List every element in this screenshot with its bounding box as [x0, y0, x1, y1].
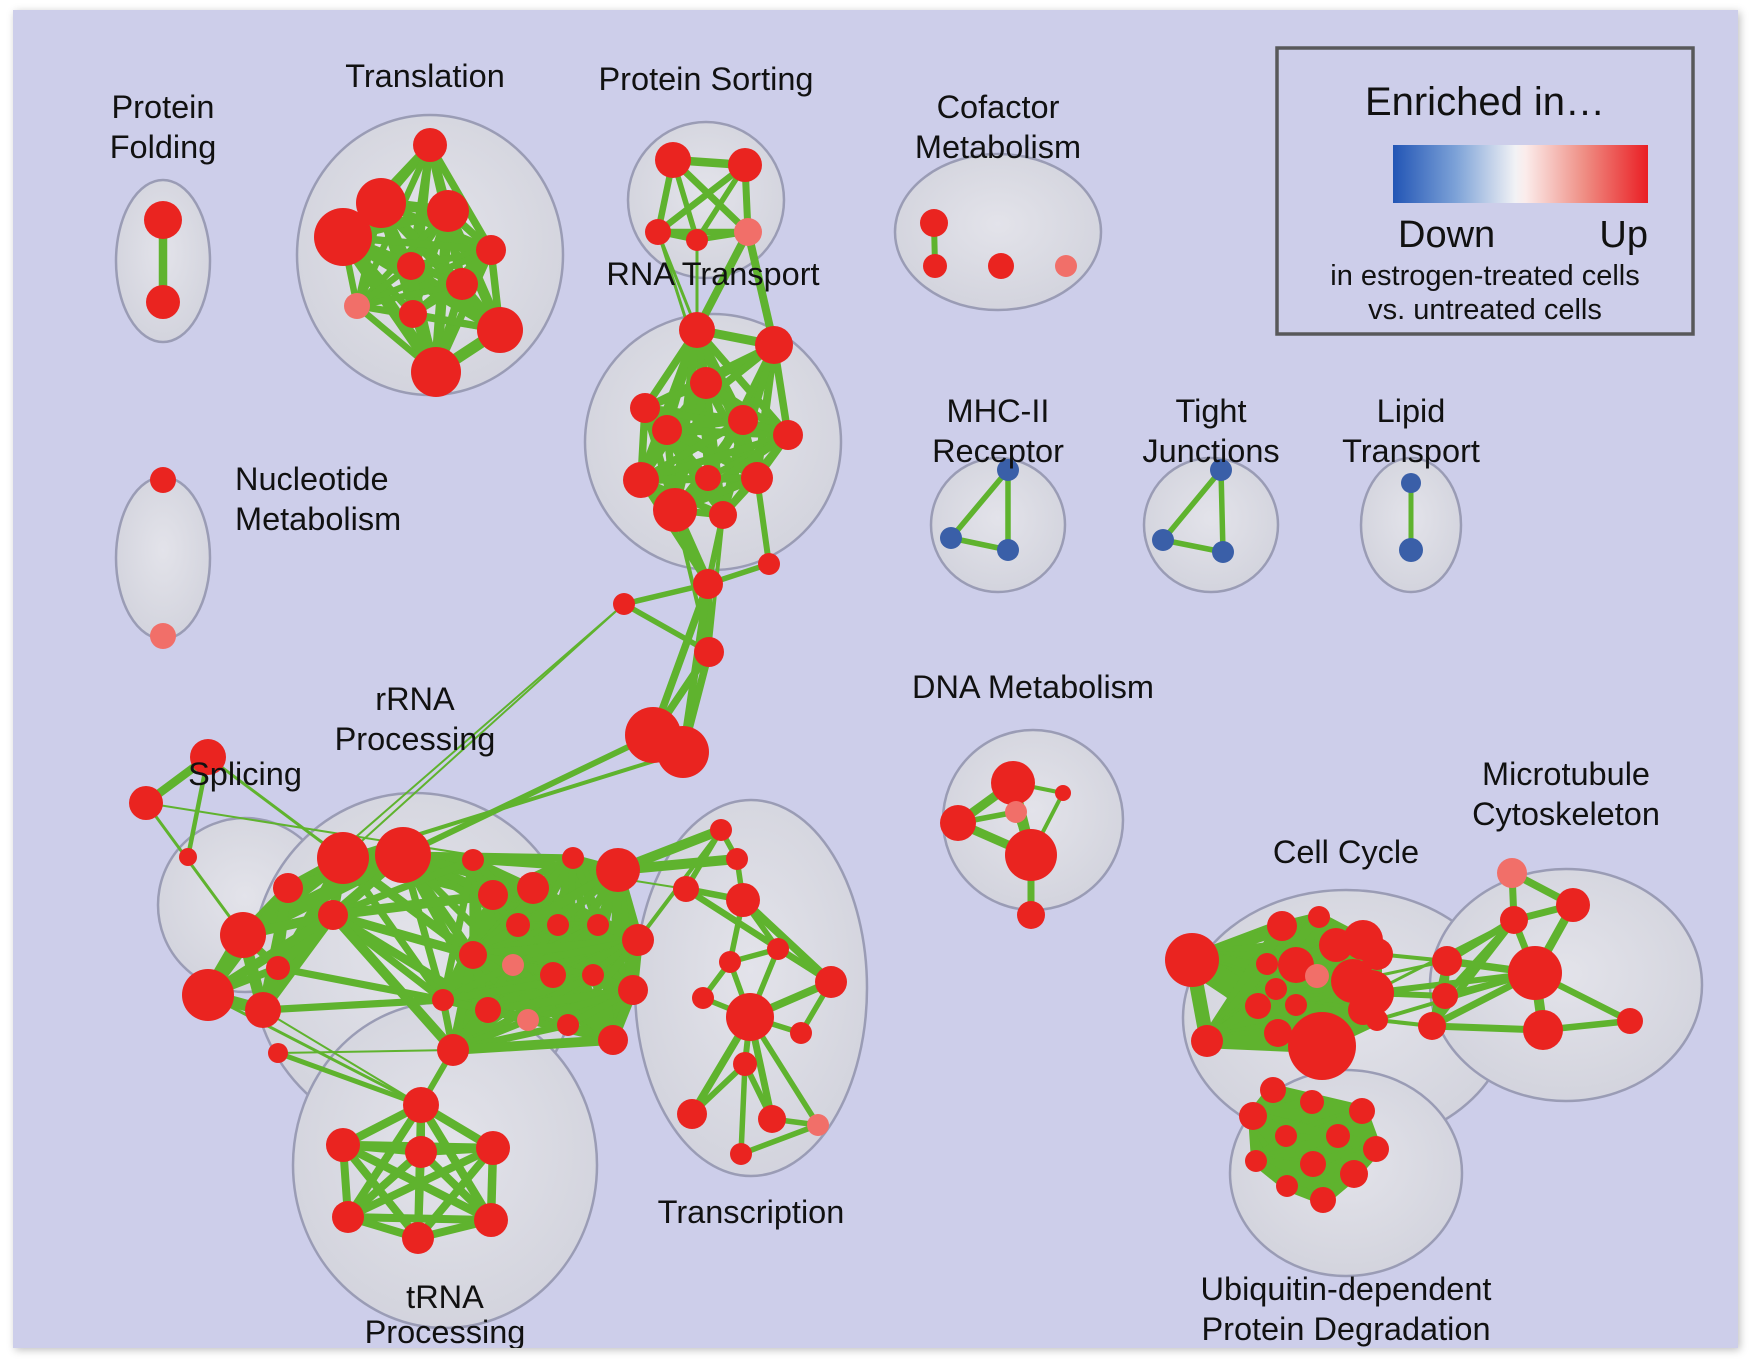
svg-text:Cofactor: Cofactor — [937, 89, 1060, 125]
svg-text:Processing: Processing — [335, 721, 496, 757]
svg-text:Lipid: Lipid — [1377, 393, 1446, 429]
svg-text:tRNA: tRNA — [406, 1279, 484, 1315]
svg-text:Transport: Transport — [1342, 433, 1480, 469]
svg-text:vs. untreated cells: vs. untreated cells — [1368, 294, 1602, 326]
svg-text:Receptor: Receptor — [932, 433, 1064, 469]
svg-text:Junctions: Junctions — [1142, 433, 1279, 469]
svg-text:Cytoskeleton: Cytoskeleton — [1472, 796, 1660, 832]
svg-text:Cell Cycle: Cell Cycle — [1273, 834, 1419, 870]
svg-text:Ubiquitin-dependent: Ubiquitin-dependent — [1201, 1271, 1492, 1307]
svg-text:Enriched in…: Enriched in… — [1365, 80, 1605, 124]
svg-text:rRNA: rRNA — [375, 681, 455, 717]
svg-text:Folding: Folding — [110, 129, 217, 165]
svg-text:Metabolism: Metabolism — [235, 501, 401, 537]
svg-text:Transcription: Transcription — [658, 1194, 845, 1230]
svg-text:in estrogen-treated cells: in estrogen-treated cells — [1330, 260, 1640, 292]
svg-text:DNA Metabolism: DNA Metabolism — [912, 669, 1154, 705]
svg-text:Protein: Protein — [112, 89, 215, 125]
svg-text:RNA Transport: RNA Transport — [606, 256, 819, 292]
svg-text:Metabolism: Metabolism — [915, 129, 1081, 165]
svg-text:Up: Up — [1599, 214, 1648, 256]
svg-text:Nucleotide: Nucleotide — [235, 461, 389, 497]
svg-text:MHC-II: MHC-II — [947, 393, 1050, 429]
svg-text:Protein Degradation: Protein Degradation — [1201, 1311, 1490, 1347]
svg-text:Processing: Processing — [365, 1314, 526, 1348]
svg-text:Splicing: Splicing — [188, 756, 302, 792]
svg-text:Tight: Tight — [1175, 393, 1246, 429]
svg-text:Protein Sorting: Protein Sorting — [599, 61, 814, 97]
svg-text:Translation: Translation — [345, 58, 505, 94]
svg-text:Microtubule: Microtubule — [1482, 756, 1650, 792]
svg-text:Down: Down — [1398, 214, 1495, 256]
